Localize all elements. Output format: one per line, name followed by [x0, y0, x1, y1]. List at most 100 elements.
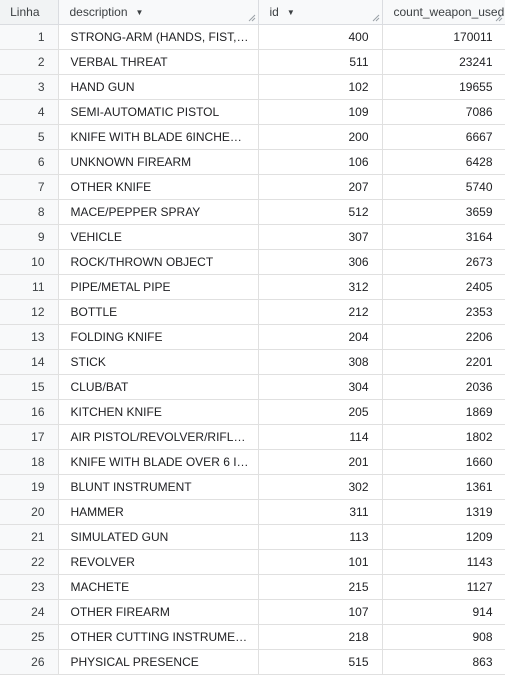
id-cell[interactable]: 218 [258, 624, 383, 650]
table-row[interactable]: 12 BOTTLE 212 2353 [0, 299, 505, 325]
id-cell[interactable]: 107 [258, 599, 383, 625]
id-cell[interactable]: 204 [258, 324, 383, 350]
description-cell[interactable]: BOTTLE [58, 299, 259, 325]
row-number-cell[interactable]: 11 [0, 274, 59, 300]
row-number-cell[interactable]: 12 [0, 299, 59, 325]
row-number-cell[interactable]: 5 [0, 124, 59, 150]
id-cell[interactable]: 215 [258, 574, 383, 600]
description-cell[interactable]: PIPE/METAL PIPE [58, 274, 259, 300]
description-cell[interactable]: ROCK/THROWN OBJECT [58, 249, 259, 275]
table-row[interactable]: 4 SEMI-AUTOMATIC PISTOL 109 7086 [0, 99, 505, 125]
id-cell[interactable]: 400 [258, 24, 383, 50]
row-number-cell[interactable]: 19 [0, 474, 59, 500]
row-number-cell[interactable]: 23 [0, 574, 59, 600]
table-row[interactable]: 24 OTHER FIREARM 107 914 [0, 599, 505, 625]
column-resize-icon[interactable] [372, 14, 380, 22]
row-number-cell[interactable]: 15 [0, 374, 59, 400]
count-cell[interactable]: 2206 [382, 324, 505, 350]
description-cell[interactable]: OTHER FIREARM [58, 599, 259, 625]
table-row[interactable]: 6 UNKNOWN FIREARM 106 6428 [0, 149, 505, 175]
table-row[interactable]: 9 VEHICLE 307 3164 [0, 224, 505, 250]
row-number-cell[interactable]: 26 [0, 649, 59, 675]
description-cell[interactable]: SIMULATED GUN [58, 524, 259, 550]
description-cell[interactable]: SEMI-AUTOMATIC PISTOL [58, 99, 259, 125]
count-cell[interactable]: 2036 [382, 374, 505, 400]
description-cell[interactable]: FOLDING KNIFE [58, 324, 259, 350]
count-cell[interactable]: 2673 [382, 249, 505, 275]
description-cell[interactable]: OTHER CUTTING INSTRUMENT [58, 624, 259, 650]
table-row[interactable]: 15 CLUB/BAT 304 2036 [0, 374, 505, 400]
description-cell[interactable]: AIR PISTOL/REVOLVER/RIFLE/BB GUN [58, 424, 259, 450]
table-row[interactable]: 21 SIMULATED GUN 113 1209 [0, 524, 505, 550]
description-cell[interactable]: STRONG-ARM (HANDS, FIST, FEET OR BODILY … [58, 24, 259, 50]
sort-down-icon[interactable]: ▼ [135, 8, 144, 17]
count-cell[interactable]: 170011 [382, 24, 505, 50]
id-cell[interactable]: 308 [258, 349, 383, 375]
id-cell[interactable]: 304 [258, 374, 383, 400]
count-cell[interactable]: 3659 [382, 199, 505, 225]
description-cell[interactable]: VERBAL THREAT [58, 49, 259, 75]
id-cell[interactable]: 207 [258, 174, 383, 200]
id-cell[interactable]: 307 [258, 224, 383, 250]
count-cell[interactable]: 7086 [382, 99, 505, 125]
description-cell[interactable]: STICK [58, 349, 259, 375]
id-cell[interactable]: 201 [258, 449, 383, 475]
table-row[interactable]: 16 KITCHEN KNIFE 205 1869 [0, 399, 505, 425]
count-cell[interactable]: 1660 [382, 449, 505, 475]
id-cell[interactable]: 312 [258, 274, 383, 300]
description-cell[interactable]: PHYSICAL PRESENCE [58, 649, 259, 675]
row-number-cell[interactable]: 3 [0, 74, 59, 100]
row-number-cell[interactable]: 22 [0, 549, 59, 575]
row-number-cell[interactable]: 18 [0, 449, 59, 475]
table-row[interactable]: 2 VERBAL THREAT 511 23241 [0, 49, 505, 75]
description-cell[interactable]: MACE/PEPPER SPRAY [58, 199, 259, 225]
id-cell[interactable]: 212 [258, 299, 383, 325]
count-cell[interactable]: 863 [382, 649, 505, 675]
count-cell[interactable]: 1869 [382, 399, 505, 425]
row-number-cell[interactable]: 2 [0, 49, 59, 75]
table-row[interactable]: 19 BLUNT INSTRUMENT 302 1361 [0, 474, 505, 500]
row-number-cell[interactable]: 9 [0, 224, 59, 250]
count-cell[interactable]: 1127 [382, 574, 505, 600]
id-cell[interactable]: 515 [258, 649, 383, 675]
count-cell[interactable]: 1319 [382, 499, 505, 525]
description-cell[interactable]: KNIFE WITH BLADE OVER 6 INCHES IN LENGTH [58, 449, 259, 475]
id-cell[interactable]: 106 [258, 149, 383, 175]
table-row[interactable]: 3 HAND GUN 102 19655 [0, 74, 505, 100]
id-cell[interactable]: 114 [258, 424, 383, 450]
count-cell[interactable]: 2353 [382, 299, 505, 325]
table-row[interactable]: 26 PHYSICAL PRESENCE 515 863 [0, 649, 505, 675]
count-cell[interactable]: 1143 [382, 549, 505, 575]
table-row[interactable]: 22 REVOLVER 101 1143 [0, 549, 505, 575]
count-cell[interactable]: 6428 [382, 149, 505, 175]
column-resize-icon[interactable] [495, 14, 503, 22]
row-number-cell[interactable]: 17 [0, 424, 59, 450]
id-cell[interactable]: 311 [258, 499, 383, 525]
description-cell[interactable]: HAMMER [58, 499, 259, 525]
id-cell[interactable]: 205 [258, 399, 383, 425]
count-cell[interactable]: 2201 [382, 349, 505, 375]
id-cell[interactable]: 200 [258, 124, 383, 150]
id-cell[interactable]: 302 [258, 474, 383, 500]
row-number-cell[interactable]: 24 [0, 599, 59, 625]
row-number-cell[interactable]: 13 [0, 324, 59, 350]
column-header-description[interactable]: description ▼ [58, 0, 259, 25]
description-cell[interactable]: KNIFE WITH BLADE 6INCHES OR LESS [58, 124, 259, 150]
count-cell[interactable]: 914 [382, 599, 505, 625]
id-cell[interactable]: 306 [258, 249, 383, 275]
count-cell[interactable]: 2405 [382, 274, 505, 300]
table-row[interactable]: 23 MACHETE 215 1127 [0, 574, 505, 600]
count-cell[interactable]: 3164 [382, 224, 505, 250]
row-number-cell[interactable]: 6 [0, 149, 59, 175]
column-header-id[interactable]: id ▼ [258, 0, 383, 25]
id-cell[interactable]: 109 [258, 99, 383, 125]
table-row[interactable]: 7 OTHER KNIFE 207 5740 [0, 174, 505, 200]
row-number-cell[interactable]: 4 [0, 99, 59, 125]
description-cell[interactable]: KITCHEN KNIFE [58, 399, 259, 425]
table-row[interactable]: 10 ROCK/THROWN OBJECT 306 2673 [0, 249, 505, 275]
row-number-cell[interactable]: 25 [0, 624, 59, 650]
description-cell[interactable]: VEHICLE [58, 224, 259, 250]
